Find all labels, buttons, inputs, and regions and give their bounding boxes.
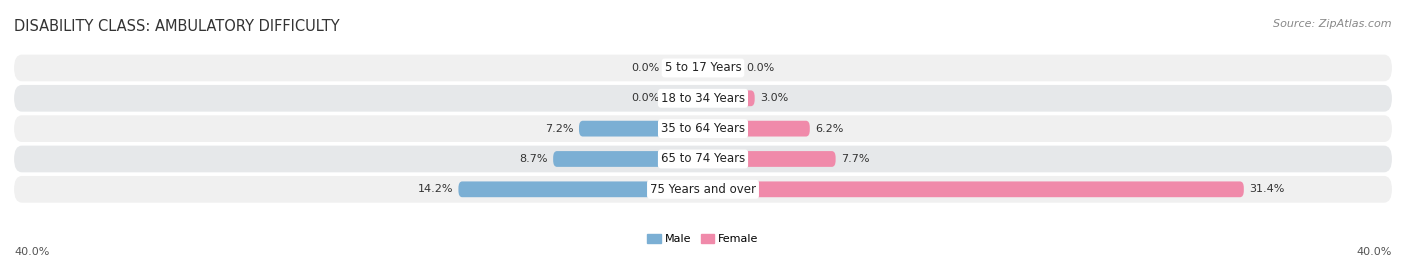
Text: 0.0%: 0.0% [631, 63, 659, 73]
Text: 14.2%: 14.2% [418, 184, 453, 194]
Text: 5 to 17 Years: 5 to 17 Years [665, 61, 741, 75]
Text: DISABILITY CLASS: AMBULATORY DIFFICULTY: DISABILITY CLASS: AMBULATORY DIFFICULTY [14, 19, 340, 34]
Text: 75 Years and over: 75 Years and over [650, 183, 756, 196]
Legend: Male, Female: Male, Female [643, 229, 763, 248]
Text: Source: ZipAtlas.com: Source: ZipAtlas.com [1274, 19, 1392, 29]
Text: 40.0%: 40.0% [14, 247, 49, 257]
Text: 6.2%: 6.2% [815, 124, 844, 134]
Text: 8.7%: 8.7% [519, 154, 548, 164]
FancyBboxPatch shape [703, 181, 1244, 197]
Text: 0.0%: 0.0% [631, 93, 659, 103]
FancyBboxPatch shape [14, 85, 1392, 112]
FancyBboxPatch shape [14, 55, 1392, 81]
FancyBboxPatch shape [553, 151, 703, 167]
Text: 35 to 64 Years: 35 to 64 Years [661, 122, 745, 135]
Text: 3.0%: 3.0% [759, 93, 789, 103]
FancyBboxPatch shape [579, 121, 703, 136]
FancyBboxPatch shape [14, 115, 1392, 142]
FancyBboxPatch shape [14, 146, 1392, 172]
FancyBboxPatch shape [703, 151, 835, 167]
Text: 40.0%: 40.0% [1357, 247, 1392, 257]
Text: 18 to 34 Years: 18 to 34 Years [661, 92, 745, 105]
Text: 31.4%: 31.4% [1249, 184, 1284, 194]
Text: 7.2%: 7.2% [546, 124, 574, 134]
FancyBboxPatch shape [703, 90, 755, 106]
FancyBboxPatch shape [703, 121, 810, 136]
FancyBboxPatch shape [14, 176, 1392, 203]
FancyBboxPatch shape [458, 181, 703, 197]
Text: 0.0%: 0.0% [747, 63, 775, 73]
Text: 7.7%: 7.7% [841, 154, 869, 164]
Text: 65 to 74 Years: 65 to 74 Years [661, 152, 745, 165]
